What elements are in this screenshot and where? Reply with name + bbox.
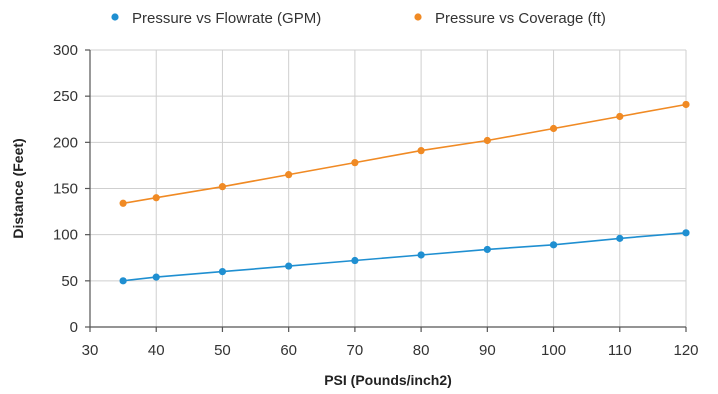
legend-marker xyxy=(414,13,422,21)
x-tick-label: 60 xyxy=(280,342,297,359)
legend-label: Pressure vs Flowrate (GPM) xyxy=(132,10,321,27)
series-1 xyxy=(119,229,690,285)
y-tick-label: 50 xyxy=(61,273,78,290)
data-point xyxy=(549,124,558,133)
x-tick-label: 100 xyxy=(541,342,566,359)
series-line xyxy=(122,103,687,205)
legend-label: Pressure vs Coverage (ft) xyxy=(435,10,606,27)
x-axis-title: PSI (Pounds/inch2) xyxy=(324,372,452,388)
data-point xyxy=(351,159,359,167)
data-point xyxy=(152,194,160,202)
grid-lines xyxy=(90,49,687,327)
data-point xyxy=(285,171,293,179)
series-group xyxy=(119,100,690,285)
data-point xyxy=(483,136,491,145)
series-2 xyxy=(119,100,690,207)
y-tick-label: 0 xyxy=(70,319,78,336)
x-tick-label: 40 xyxy=(148,342,165,359)
data-point xyxy=(417,251,425,259)
data-point xyxy=(616,234,624,242)
y-tick-label: 100 xyxy=(53,227,78,244)
x-tick-label: 70 xyxy=(347,342,364,359)
data-point xyxy=(119,199,127,207)
legend-marker xyxy=(111,13,119,21)
x-tick-label: 120 xyxy=(673,342,698,359)
data-point xyxy=(682,229,690,237)
data-point xyxy=(417,147,425,155)
data-point xyxy=(682,100,690,109)
data-point xyxy=(616,112,624,121)
y-tick-label: 150 xyxy=(53,181,78,198)
x-tick-label: 80 xyxy=(413,342,430,359)
x-tick-label: 50 xyxy=(214,342,231,359)
data-point xyxy=(483,245,491,254)
x-tick-label: 110 xyxy=(608,342,632,359)
data-point xyxy=(119,277,127,285)
legend: Pressure vs Flowrate (GPM) Pressure vs Co… xyxy=(111,10,606,27)
data-point xyxy=(218,183,227,191)
x-tick-label: 90 xyxy=(479,342,496,359)
axes: 30 40 50 60 70 80 90 100 110 120 0 50 100 150 200 250 30… xyxy=(53,42,699,359)
data-point xyxy=(285,262,293,270)
y-tick-label: 200 xyxy=(53,134,78,151)
y-axis-title: Distance (Feet) xyxy=(10,138,26,238)
y-tick-label: 300 xyxy=(53,42,78,59)
data-point xyxy=(549,241,558,249)
series-line xyxy=(123,232,687,282)
x-tick-label: 30 xyxy=(82,342,99,359)
data-point xyxy=(218,268,227,276)
y-tick-label: 250 xyxy=(53,88,78,105)
data-point xyxy=(351,256,359,265)
data-point xyxy=(152,273,160,281)
